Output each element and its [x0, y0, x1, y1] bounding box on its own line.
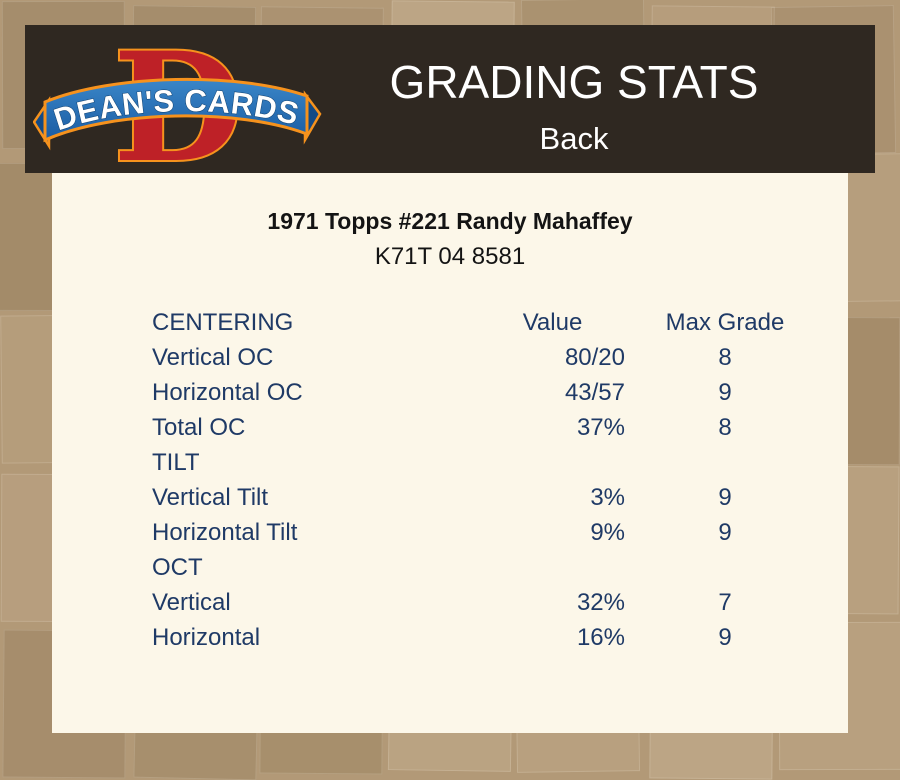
- header-bar: D DEAN'S CARDS GRADING STATS Back: [25, 18, 875, 198]
- section-label: TILT: [152, 449, 200, 476]
- stat-value: 43/57: [564, 379, 625, 406]
- stat-row: Horizontal OC 43/57 9: [152, 375, 825, 410]
- deans-cards-logo-art: D DEAN'S CARDS: [32, 18, 322, 198]
- stat-max-grade: 7: [718, 589, 732, 616]
- stat-max-grade: 8: [718, 414, 732, 441]
- stat-value: 9%: [590, 519, 625, 546]
- column-header-value: Value: [522, 309, 583, 336]
- card-title: 1971 Topps #221 Randy Mahaffey: [267, 208, 633, 234]
- stat-max-grade: 9: [718, 624, 732, 651]
- stat-label: Horizontal OC: [152, 379, 303, 406]
- stat-row: Horizontal 16% 9: [152, 620, 825, 655]
- stat-value: 3%: [590, 484, 625, 511]
- section-row: OCT: [152, 550, 825, 585]
- stat-label: Horizontal Tilt: [152, 519, 298, 546]
- stat-max-grade: 9: [718, 379, 732, 406]
- stat-value: 37%: [576, 414, 625, 441]
- page-title: GRADING STATS: [389, 56, 759, 108]
- stat-label: Horizontal: [152, 624, 261, 651]
- header-titles: GRADING STATS Back: [300, 25, 848, 173]
- section-row: TILT: [152, 445, 825, 480]
- grading-stats-table: CENTERING Value Max Grade Vertical OC 80/…: [152, 305, 825, 655]
- stat-value: 32%: [576, 589, 625, 616]
- stat-max-grade: 8: [718, 344, 732, 371]
- column-header-centering: CENTERING: [152, 309, 294, 336]
- side-label: Back: [539, 121, 609, 156]
- stat-row: Total OC 37% 8: [152, 410, 825, 445]
- deans-cards-logo[interactable]: D DEAN'S CARDS: [32, 18, 323, 198]
- stat-value: 16%: [576, 624, 625, 651]
- stat-label: Vertical OC: [152, 344, 274, 371]
- stat-row: Horizontal Tilt 9% 9: [152, 515, 825, 550]
- table-header-row: CENTERING Value Max Grade: [152, 305, 825, 340]
- column-header-max-grade: Max Grade: [665, 309, 785, 336]
- stat-row: Vertical OC 80/20 8: [152, 340, 825, 375]
- stats-panel: 1971 Topps #221 Randy Mahaffey K71T 04 8…: [52, 173, 848, 733]
- stat-label: Total OC: [152, 414, 246, 441]
- stat-label: Vertical Tilt: [152, 484, 269, 511]
- section-label: OCT: [152, 554, 203, 581]
- stat-value: 80/20: [564, 344, 625, 371]
- stat-row: Vertical Tilt 3% 9: [152, 480, 825, 515]
- stat-max-grade: 9: [718, 484, 732, 511]
- stat-label: Vertical: [152, 589, 231, 616]
- stat-max-grade: 9: [718, 519, 732, 546]
- stat-row: Vertical 32% 7: [152, 585, 825, 620]
- card-serial: K71T 04 8581: [374, 243, 526, 270]
